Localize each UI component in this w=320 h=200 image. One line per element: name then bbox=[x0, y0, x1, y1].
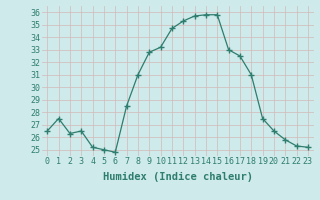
X-axis label: Humidex (Indice chaleur): Humidex (Indice chaleur) bbox=[103, 172, 252, 182]
